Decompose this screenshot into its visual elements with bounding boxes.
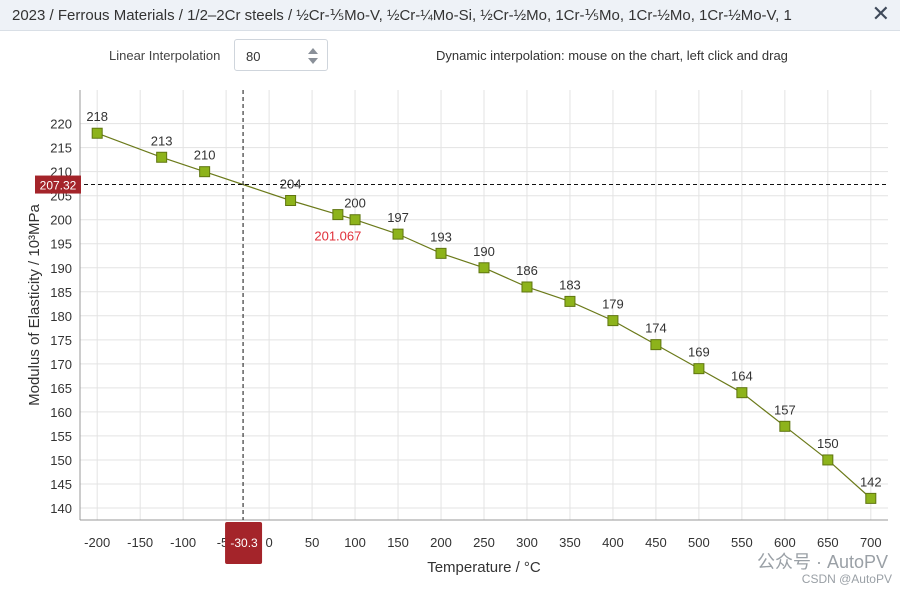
x-tick-label: 700 [860, 535, 882, 550]
crosshair-x-badge [225, 522, 263, 564]
y-tick-label: 155 [50, 429, 72, 444]
data-label: 200 [344, 196, 366, 211]
x-tick-label: 0 [265, 535, 272, 550]
data-point [392, 228, 404, 240]
data-label: 169 [688, 345, 710, 360]
data-label: 197 [387, 210, 409, 225]
y-tick-label: 215 [50, 141, 72, 156]
data-point [779, 420, 791, 432]
data-label: 218 [86, 109, 108, 124]
x-tick-label: 500 [688, 535, 710, 550]
data-point [435, 247, 447, 259]
spinner-down-icon[interactable] [308, 58, 318, 64]
data-point [91, 127, 103, 139]
y-tick-label: 145 [50, 477, 72, 492]
data-point [736, 387, 748, 399]
window-titlebar: 2023 / Ferrous Materials / 1/2–2Cr steel… [0, 0, 900, 31]
y-tick-label: 160 [50, 405, 72, 420]
crosshair-y-badge [35, 175, 81, 194]
x-tick-label: 100 [344, 535, 366, 550]
interpolated-value-label: 201.067 [314, 229, 361, 244]
window-title: 2023 / Ferrous Materials / 1/2–2Cr steel… [12, 7, 792, 24]
data-label: 186 [516, 263, 538, 278]
y-tick-label: 150 [50, 453, 72, 468]
data-point [199, 166, 211, 178]
x-tick-label: 300 [516, 535, 538, 550]
x-axis-title: Temperature / °C [427, 559, 541, 576]
x-tick-label: 200 [430, 535, 452, 550]
x-tick-label: -200 [84, 535, 110, 550]
data-point [521, 281, 533, 293]
y-tick-label: 200 [50, 213, 72, 228]
data-label: 150 [817, 436, 839, 451]
y-tick-label: 170 [50, 357, 72, 372]
data-point [607, 315, 619, 327]
interpolation-label: Linear Interpolation [109, 48, 221, 63]
x-tick-label: 650 [817, 535, 839, 550]
interpolation-value: 80 [246, 49, 261, 64]
x-tick-label: 400 [602, 535, 624, 550]
x-tick-label: 450 [645, 535, 667, 550]
data-point [332, 209, 344, 221]
data-point [285, 195, 297, 207]
y-tick-label: 165 [50, 381, 72, 396]
data-label: 174 [645, 321, 667, 336]
data-point [478, 262, 490, 274]
watermark-wechat: 公众号 · AutoPV [756, 552, 888, 572]
data-label: 183 [559, 277, 581, 292]
y-axis-title: Modulus of Elasticity / 10³MPa [26, 203, 43, 405]
data-point [156, 151, 168, 163]
data-point [822, 454, 834, 466]
data-label: 190 [473, 244, 495, 259]
x-tick-label: 150 [387, 535, 409, 550]
y-tick-label: 175 [50, 333, 72, 348]
data-label: 204 [280, 177, 302, 192]
crosshair-y-value: 207.32 [40, 179, 77, 193]
data-label: 193 [430, 229, 452, 244]
x-tick-label: 350 [559, 535, 581, 550]
x-tick-label: 600 [774, 535, 796, 550]
interpolation-hint: Dynamic interpolation: mouse on the char… [436, 48, 788, 63]
data-label: 179 [602, 297, 624, 312]
x-tick-label: 250 [473, 535, 495, 550]
data-label: 213 [151, 133, 173, 148]
y-tick-label: 190 [50, 261, 72, 276]
data-point [349, 214, 361, 226]
spinner-up-icon[interactable] [308, 48, 318, 54]
data-point [564, 295, 576, 307]
data-label: 142 [860, 474, 882, 489]
interpolation-input[interactable]: 80 [234, 39, 328, 71]
close-icon[interactable]: ✕ [871, 1, 890, 26]
data-point [693, 363, 705, 375]
series-line [96, 132, 872, 499]
y-tick-label: 180 [50, 309, 72, 324]
y-tick-label: 195 [50, 237, 72, 252]
y-tick-label: 220 [50, 117, 72, 132]
x-tick-label: 550 [731, 535, 753, 550]
data-label: 157 [774, 402, 796, 417]
x-tick-label: -150 [127, 535, 153, 550]
x-tick-label: 50 [305, 535, 319, 550]
y-tick-label: 140 [50, 501, 72, 516]
watermark-csdn: CSDN @AutoPV [801, 572, 892, 586]
y-tick-label: 185 [50, 285, 72, 300]
data-label: 210 [194, 148, 216, 163]
data-point [865, 492, 877, 504]
x-tick-label: -100 [170, 535, 196, 550]
data-point [650, 339, 662, 351]
data-label: 164 [731, 369, 753, 384]
crosshair-x-value: -30.3 [230, 536, 258, 550]
